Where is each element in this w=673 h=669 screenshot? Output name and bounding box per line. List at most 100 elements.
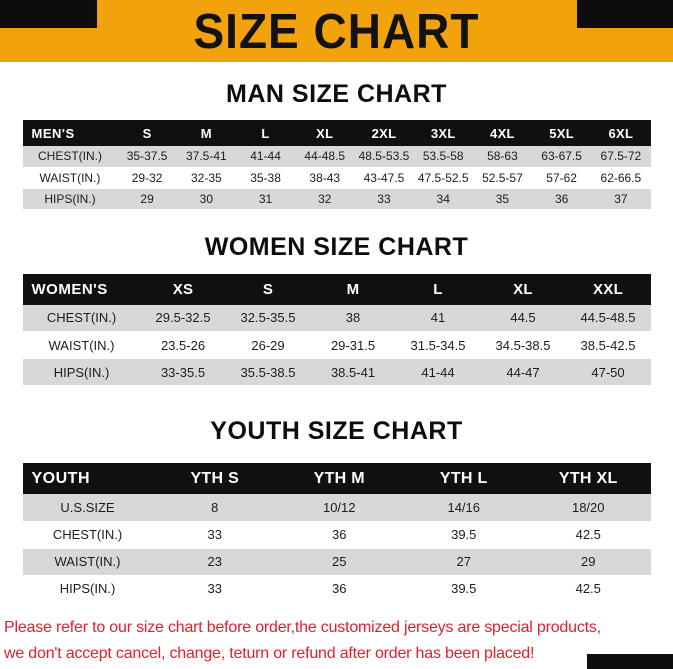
data-cell: 25 xyxy=(277,548,402,576)
women-chart-heading: WOMEN SIZE CHART xyxy=(204,232,469,261)
data-cell: 33-35.5 xyxy=(140,358,226,386)
data-cell: 30 xyxy=(176,188,236,210)
data-cell: 33 xyxy=(152,575,277,603)
data-cell: 58-63 xyxy=(472,146,533,168)
table-row: WAIST(IN.) 23 25 27 29 xyxy=(22,548,651,576)
footer-line-2: we don't accept cancel, change, teturn o… xyxy=(4,644,535,662)
data-cell: 48.5-53.5 xyxy=(354,146,414,168)
row-label: HIPS(IN.) xyxy=(22,358,141,386)
data-cell: 33 xyxy=(354,188,414,210)
header-cell: YTH M xyxy=(277,463,402,494)
header-cell: L xyxy=(395,273,481,305)
data-cell: 35-37.5 xyxy=(117,146,177,168)
data-cell: 36 xyxy=(532,188,592,210)
men-size-table: MEN'S S M L XL 2XL 3XL 4XL 5XL 6XL CHEST… xyxy=(22,120,651,210)
data-cell: 57-62 xyxy=(532,167,592,189)
data-cell: 44.5 xyxy=(480,304,566,332)
data-cell: 52.5-57 xyxy=(472,167,533,189)
data-cell: 29.5-32.5 xyxy=(140,304,226,332)
data-cell: 39.5 xyxy=(401,521,526,549)
women-section: WOMEN SIZE CHART WOMEN'S XS S M L XL XXL… xyxy=(0,232,673,386)
data-cell: 36 xyxy=(277,521,402,549)
data-cell: 42.5 xyxy=(526,575,651,603)
header-cell: 5XL xyxy=(532,120,592,146)
data-cell: 34 xyxy=(413,188,473,210)
top-left-black-block xyxy=(0,0,97,28)
data-cell: 43-47.5 xyxy=(354,167,414,189)
header-cell: 2XL xyxy=(354,120,414,146)
data-cell: 23.5-26 xyxy=(140,331,226,359)
banner: SIZE CHART xyxy=(0,0,673,62)
header-cell: XL xyxy=(295,120,355,146)
data-cell: 38.5-42.5 xyxy=(565,331,651,359)
row-label: U.S.SIZE xyxy=(22,494,153,522)
data-cell: 29 xyxy=(117,188,177,210)
data-cell: 32 xyxy=(295,188,355,210)
data-cell: 63-67.5 xyxy=(532,146,592,168)
data-cell: 38-43 xyxy=(295,167,355,189)
data-cell: 41-44 xyxy=(235,146,296,168)
data-cell: 67.5-72 xyxy=(591,146,651,168)
data-cell: 35 xyxy=(472,188,533,210)
data-cell: 23 xyxy=(152,548,277,576)
data-cell: 18/20 xyxy=(526,494,651,522)
data-cell: 27 xyxy=(401,548,526,576)
table-row: CHEST(IN.) 35-37.5 37.5-41 41-44 44-48.5… xyxy=(22,146,651,168)
data-cell: 35-38 xyxy=(235,167,296,189)
data-cell: 47.5-52.5 xyxy=(413,167,473,189)
data-cell: 47-50 xyxy=(565,358,651,386)
header-cell: S xyxy=(225,273,311,305)
data-cell: 26-29 xyxy=(225,331,311,359)
data-cell: 8 xyxy=(152,494,277,522)
data-cell: 38.5-41 xyxy=(310,358,396,386)
header-cell: M xyxy=(176,120,236,146)
data-cell: 62-66.5 xyxy=(591,167,651,189)
data-cell: 53.5-58 xyxy=(413,146,473,168)
table-row: HIPS(IN.) 29 30 31 32 33 34 35 36 37 xyxy=(22,188,651,210)
row-label: WAIST(IN.) xyxy=(22,548,153,576)
data-cell: 29-31.5 xyxy=(310,331,396,359)
top-right-black-block xyxy=(577,0,673,28)
header-cell: XS xyxy=(140,273,226,305)
bottom-right-black-block xyxy=(587,654,673,669)
header-cell: MEN'S xyxy=(22,120,118,146)
data-cell: 44-47 xyxy=(480,358,566,386)
data-cell: 44.5-48.5 xyxy=(565,304,651,332)
table-row: CHEST(IN.) 33 36 39.5 42.5 xyxy=(22,521,651,549)
data-cell: 33 xyxy=(152,521,277,549)
page-title: SIZE CHART xyxy=(193,3,480,59)
data-cell: 37 xyxy=(591,188,651,210)
table-header-row: YOUTH YTH S YTH M YTH L YTH XL xyxy=(22,463,651,494)
data-cell: 41 xyxy=(395,304,481,332)
header-cell: 6XL xyxy=(591,120,651,146)
row-label: CHEST(IN.) xyxy=(22,146,118,168)
table-row: HIPS(IN.) 33 36 39.5 42.5 xyxy=(22,575,651,603)
row-label: CHEST(IN.) xyxy=(22,521,153,549)
data-cell: 44-48.5 xyxy=(295,146,355,168)
youth-section: YOUTH SIZE CHART YOUTH YTH S YTH M YTH L… xyxy=(0,416,673,603)
header-cell: S xyxy=(117,120,177,146)
data-cell: 29-32 xyxy=(117,167,177,189)
row-label: WAIST(IN.) xyxy=(22,167,118,189)
data-cell: 35.5-38.5 xyxy=(225,358,311,386)
header-cell: 3XL xyxy=(413,120,473,146)
header-cell: YTH S xyxy=(152,463,277,494)
data-cell: 36 xyxy=(277,575,402,603)
header-cell: XL xyxy=(480,273,566,305)
header-cell: M xyxy=(310,273,396,305)
table-header-row: MEN'S S M L XL 2XL 3XL 4XL 5XL 6XL xyxy=(22,120,651,146)
data-cell: 37.5-41 xyxy=(176,146,236,168)
data-cell: 42.5 xyxy=(526,521,651,549)
footer-disclaimer: Please refer to our size chart before or… xyxy=(4,615,673,667)
youth-chart-heading: YOUTH SIZE CHART xyxy=(210,417,463,445)
table-row: CHEST(IN.) 29.5-32.5 32.5-35.5 38 41 44.… xyxy=(22,304,651,332)
data-cell: 29 xyxy=(526,548,651,576)
table-row: WAIST(IN.) 29-32 32-35 35-38 38-43 43-47… xyxy=(22,167,651,189)
header-cell: L xyxy=(235,120,296,146)
header-cell: YOUTH xyxy=(22,463,153,494)
header-cell: WOMEN'S xyxy=(22,273,141,305)
men-chart-heading: MAN SIZE CHART xyxy=(226,80,447,108)
row-label: CHEST(IN.) xyxy=(22,304,141,332)
footer-line-1: Please refer to our size chart before or… xyxy=(4,618,601,636)
